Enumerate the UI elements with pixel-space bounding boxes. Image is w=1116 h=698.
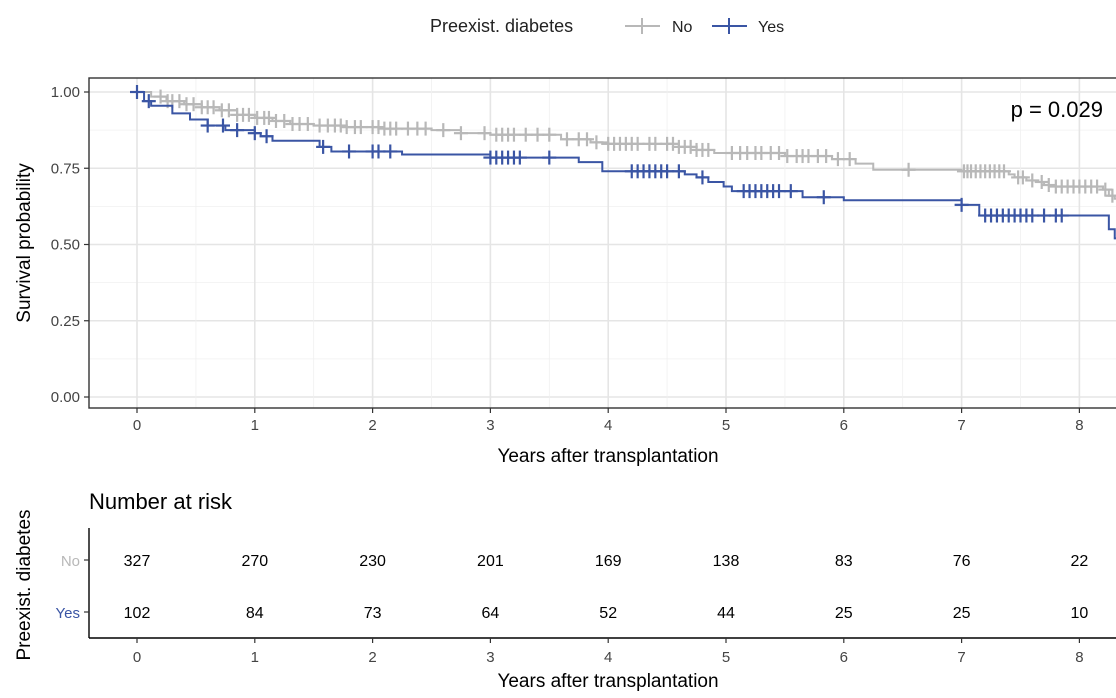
- legend-label-no: No: [672, 19, 693, 36]
- risk-x-tick-label: 1: [251, 649, 259, 666]
- risk-count: 138: [713, 553, 740, 570]
- plot-grid: [89, 78, 1116, 408]
- legend: Preexist. diabetes No Yes: [430, 16, 784, 36]
- risk-count: 201: [477, 553, 504, 570]
- plot-panel-border: [88, 77, 1116, 409]
- risk-x-tick-label: 6: [840, 649, 848, 666]
- legend-label-yes: Yes: [758, 19, 784, 36]
- y-tick-label: 0.00: [51, 389, 80, 406]
- risk-count: 230: [359, 553, 386, 570]
- risk-count: 76: [953, 553, 971, 570]
- series-layer: [130, 85, 1116, 240]
- risk-count: 169: [595, 553, 622, 570]
- x-tick-label: 2: [368, 417, 376, 434]
- risk-count: 270: [241, 553, 268, 570]
- x-axis-ticks: 0 1 2 3 4 5 6 7 8: [133, 408, 1084, 434]
- risk-table-x-ticks: 0 1 2 3 4 5 6 7 8: [133, 638, 1084, 666]
- risk-count: 83: [835, 553, 853, 570]
- risk-count: 64: [482, 605, 500, 622]
- risk-count: 44: [717, 605, 735, 622]
- risk-count: 73: [364, 605, 382, 622]
- series-no: [137, 89, 1116, 203]
- y-tick-label: 0.25: [51, 313, 80, 330]
- x-tick-label: 0: [133, 417, 141, 434]
- y-tick-label: 1.00: [51, 84, 80, 101]
- risk-row-label-no: No: [61, 553, 80, 570]
- risk-x-tick-label: 0: [133, 649, 141, 666]
- risk-count: 22: [1071, 553, 1089, 570]
- risk-count: 25: [835, 605, 853, 622]
- risk-count: 10: [1071, 605, 1089, 622]
- x-tick-label: 4: [604, 417, 612, 434]
- survival-plot: 0.00 0.25 0.50 0.75 1.00 0 1 2 3 4 5 6 7 8 p = 0.029…: [14, 77, 1116, 467]
- legend-title: Preexist. diabetes: [430, 16, 573, 36]
- y-axis-label: Survival probability: [14, 163, 35, 323]
- x-tick-label: 5: [722, 417, 730, 434]
- x-tick-label: 8: [1075, 417, 1083, 434]
- risk-x-tick-label: 4: [604, 649, 612, 666]
- y-tick-label: 0.50: [51, 237, 80, 254]
- x-tick-label: 6: [840, 417, 848, 434]
- risk-table-x-label: Years after transplantation: [497, 671, 718, 692]
- risk-x-tick-label: 8: [1075, 649, 1083, 666]
- risk-count: 52: [599, 605, 617, 622]
- risk-table: Number at risk No 327 270 230 201 169 138 83 76 2…: [14, 489, 1116, 692]
- y-tick-label: 0.75: [51, 160, 80, 177]
- risk-x-tick-label: 7: [957, 649, 965, 666]
- risk-count: 84: [246, 605, 264, 622]
- p-value-annotation: p = 0.029: [1011, 97, 1103, 122]
- risk-table-title: Number at risk: [89, 489, 233, 514]
- risk-row-label-yes: Yes: [56, 605, 80, 622]
- x-tick-label: 3: [486, 417, 494, 434]
- risk-count: 25: [953, 605, 971, 622]
- risk-x-tick-label: 5: [722, 649, 730, 666]
- risk-x-tick-label: 3: [486, 649, 494, 666]
- risk-count: 102: [124, 605, 151, 622]
- risk-x-tick-label: 2: [368, 649, 376, 666]
- km-curve-yes: [137, 91, 1116, 240]
- risk-table-y-label: Preexist. diabetes: [14, 509, 35, 660]
- y-axis-ticks: 0.00 0.25 0.50 0.75 1.00: [51, 84, 89, 406]
- risk-count: 327: [124, 553, 151, 570]
- x-tick-label: 7: [957, 417, 965, 434]
- series-yes: [130, 85, 1116, 240]
- risk-table-rows: No 327 270 230 201 169 138 83 76 22 Yes 102 84 73 64 52…: [56, 553, 1089, 622]
- x-axis-label: Years after transplantation: [497, 446, 718, 467]
- x-tick-label: 1: [251, 417, 259, 434]
